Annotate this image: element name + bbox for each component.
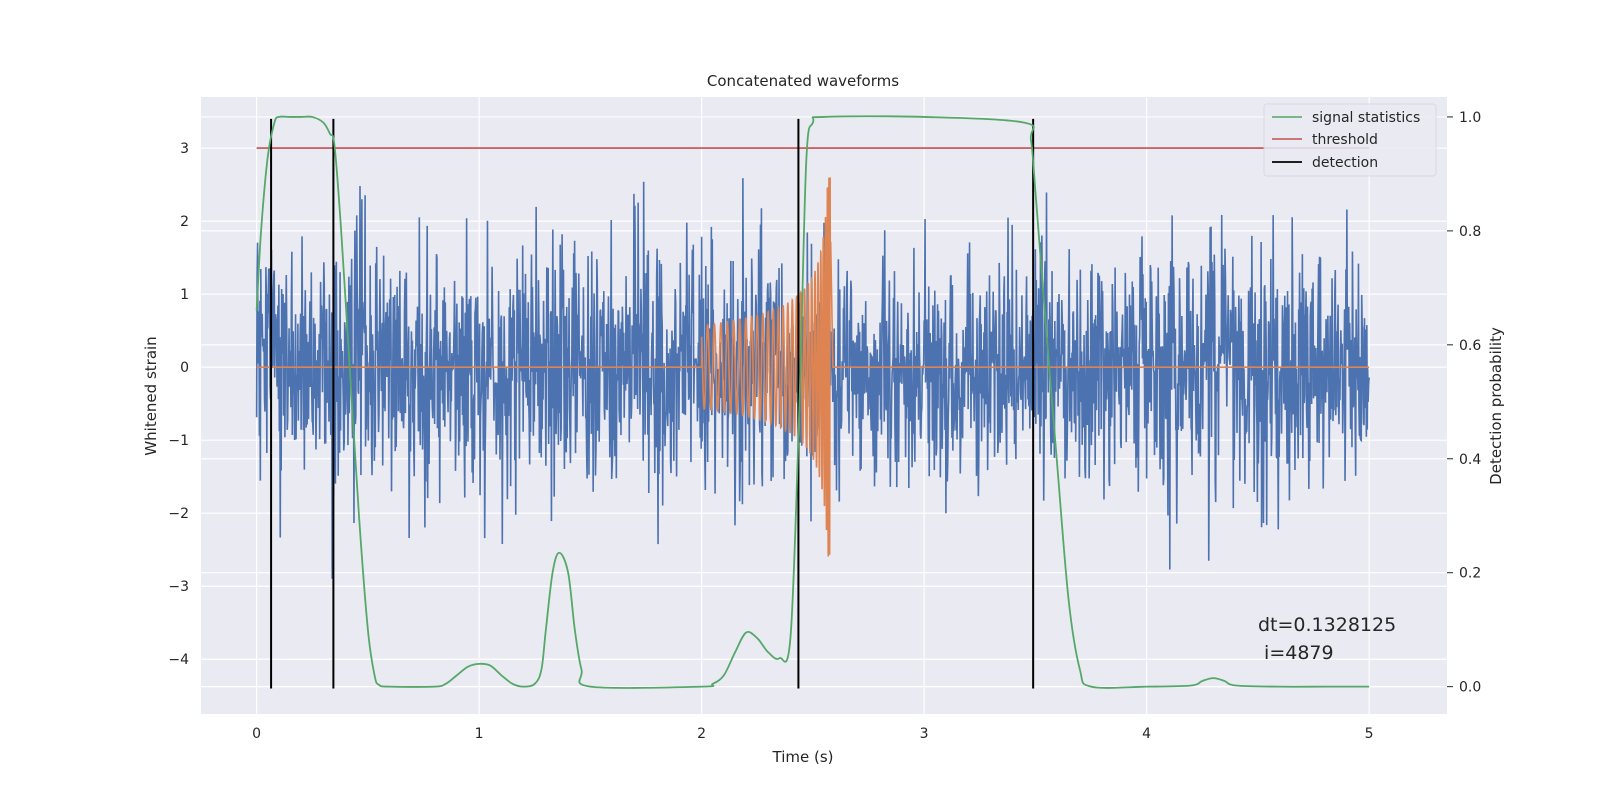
- y-tick-label: 3: [180, 141, 189, 157]
- series-layer: [255, 115, 1370, 689]
- y2-tick-label: 0.0: [1459, 680, 1481, 696]
- y-tick-label: 1: [180, 287, 189, 303]
- y-axis-label: Whitened strain: [142, 336, 160, 455]
- y-tick-label: −2: [168, 506, 189, 522]
- chart-title: Concatenated waveforms: [707, 72, 899, 90]
- y-tick-label: 2: [180, 214, 189, 230]
- legend-label-threshold: threshold: [1312, 132, 1378, 148]
- x-tick-label: 1: [475, 726, 484, 742]
- annotation-i: i=4879: [1258, 642, 1334, 664]
- y2-tick-label: 0.8: [1459, 224, 1481, 240]
- y-tick-label: −1: [168, 433, 189, 449]
- axes: 0 1 2 3 4 5 −4 −3 −2 −1 0 1 2 3 0.0 0.2 0.4 0.6 0.8 1.0: [168, 110, 1481, 742]
- legend-label-signal-statistics: signal statistics: [1312, 110, 1420, 126]
- y-tick-label: 0: [180, 360, 189, 376]
- legend: signal statistics threshold detection: [1263, 103, 1437, 177]
- x-tick-label: 3: [920, 726, 929, 742]
- x-axis-label: Time (s): [772, 748, 834, 766]
- y2-tick-label: 1.0: [1459, 110, 1481, 126]
- x-tick-label: 4: [1142, 726, 1151, 742]
- x-tick-label: 5: [1365, 726, 1374, 742]
- y2-tick-label: 0.2: [1459, 566, 1481, 582]
- y2-axis-label: Detection probability: [1487, 327, 1505, 485]
- legend-label-detection: detection: [1312, 155, 1378, 171]
- legend-box: [1263, 103, 1437, 177]
- x-tick-label: 0: [252, 726, 261, 742]
- y-tick-label: −3: [168, 579, 189, 595]
- y2-tick-label: 0.6: [1459, 338, 1481, 354]
- series-signal-statistics: [255, 115, 1370, 689]
- y2-tick-label: 0.4: [1459, 452, 1481, 468]
- series-injected-chirp: [256, 177, 1370, 557]
- annotation-dt: dt=0.1328125: [1258, 614, 1396, 636]
- y-tick-label: −4: [168, 652, 189, 668]
- x-tick-label: 2: [697, 726, 706, 742]
